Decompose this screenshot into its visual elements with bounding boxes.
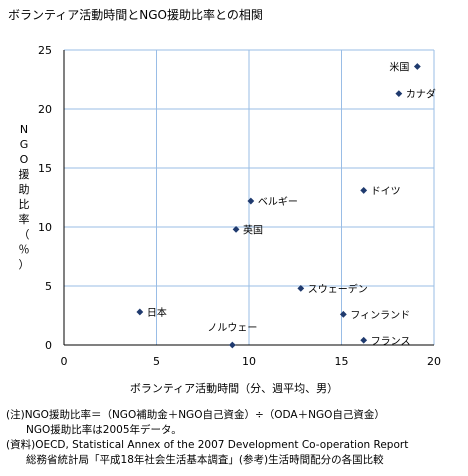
data-label: ノルウェー	[207, 322, 257, 334]
y-tick-label: 10	[38, 221, 52, 234]
data-point	[232, 225, 240, 233]
x-tick-label: 0	[61, 355, 68, 368]
footnotes: (注)NGO援助比率＝（NGO補助金＋NGO自己資金）÷（ODA＋NGO自己資金…	[6, 408, 408, 468]
data-point	[136, 308, 144, 316]
data-point	[360, 187, 368, 194]
chart-title: ボランティア活動時間とNGO援助比率との相関	[8, 8, 263, 22]
y-axis-label: N G O 援 助 比 率 （ ％ ）	[18, 123, 30, 271]
data-point	[247, 197, 255, 205]
x-tick-label: 5	[153, 355, 160, 368]
data-point	[395, 90, 403, 98]
y-tick-label: 5	[45, 280, 52, 293]
data-label: フランス	[371, 335, 411, 347]
data-label: 米国	[389, 61, 409, 74]
data-label: フィンランド	[350, 309, 410, 321]
data-label: ドイツ	[371, 186, 401, 197]
x-tick-label: 10	[242, 355, 256, 368]
data-label: 日本	[147, 306, 167, 319]
note-line-1: (注)NGO援助比率＝（NGO補助金＋NGO自己資金）÷（ODA＋NGO自己資金…	[6, 409, 385, 421]
data-label: スウェーデン	[308, 282, 368, 295]
data-label: 英国	[243, 223, 263, 236]
source-line-2: 総務省統計局「平成18年社会生活基本調査」(参考)生活時間配分の各国比較	[6, 454, 384, 466]
y-tick-label: 15	[38, 162, 52, 175]
data-point	[413, 63, 421, 70]
data-point	[339, 310, 347, 318]
x-axis-label: ボランティア活動時間（分、週平均、男）	[129, 382, 339, 395]
data-point	[297, 284, 305, 292]
y-tick-label: 25	[38, 44, 52, 57]
y-tick-label: 20	[38, 103, 52, 116]
data-point	[360, 336, 368, 344]
source-line-1: (資料)OECD, Statistical Annex of the 2007 …	[6, 439, 409, 451]
x-tick-label: 20	[427, 355, 441, 368]
x-tick-label: 15	[335, 355, 349, 368]
data-point	[228, 341, 236, 349]
data-label: ベルギー	[258, 196, 298, 208]
note-line-2: NGO援助比率は2005年データ。	[6, 424, 182, 436]
data-label: カナダ	[406, 88, 436, 101]
y-tick-label: 0	[45, 339, 52, 352]
